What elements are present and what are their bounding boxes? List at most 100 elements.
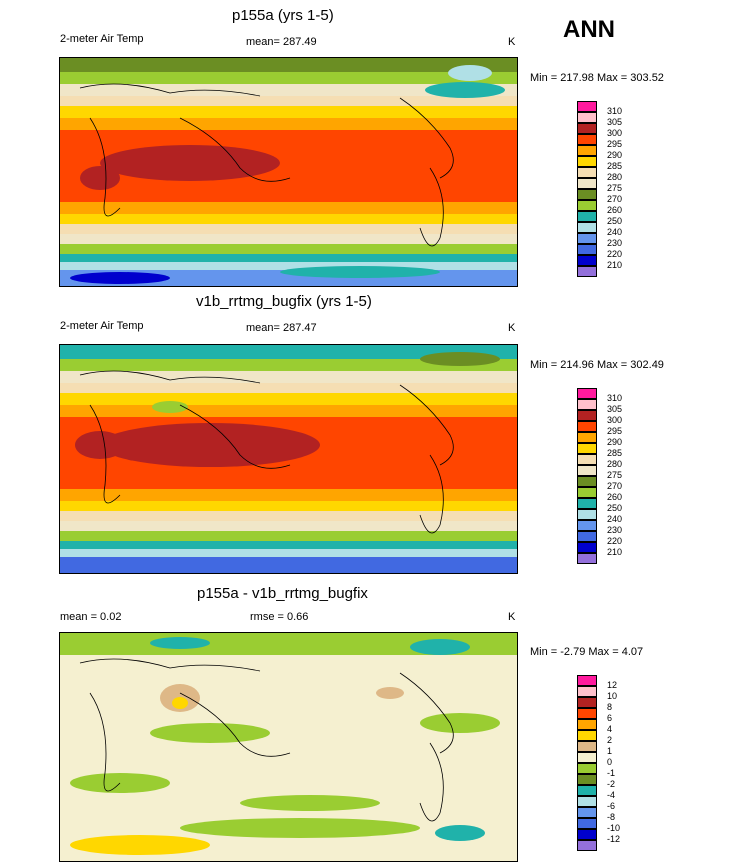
- panel1-minmax: Min = 217.98 Max = 303.52: [530, 72, 664, 84]
- colorbar-label: 295: [607, 139, 623, 149]
- colorbar-swatch: [577, 686, 597, 697]
- panel3-rmse: rmse = 0.66: [250, 611, 309, 623]
- colorbar-label: 6: [607, 713, 613, 723]
- colorbar-label: 0: [607, 757, 613, 767]
- colorbar-label: 210: [607, 547, 623, 557]
- colorbar-swatch: [577, 840, 597, 851]
- colorbar-label: 2: [607, 735, 613, 745]
- panel1-left-label: 2-meter Air Temp: [60, 33, 144, 45]
- colorbar-swatch: [577, 432, 597, 443]
- colorbar-swatch: [577, 244, 597, 255]
- colorbar-label: 275: [607, 470, 623, 480]
- colorbar-label: 270: [607, 194, 623, 204]
- panel2-units: K: [508, 322, 516, 334]
- colorbar-label: 210: [607, 260, 623, 270]
- colorbar-swatch: [577, 189, 597, 200]
- colorbar-swatch: [577, 796, 597, 807]
- colorbar-swatch: [577, 719, 597, 730]
- colorbar-swatch: [577, 222, 597, 233]
- colorbar-label: 260: [607, 492, 623, 502]
- colorbar-swatch: [577, 145, 597, 156]
- colorbar-swatch: [577, 752, 597, 763]
- panel3-mean: mean = 0.02: [60, 611, 122, 623]
- colorbar-swatch: [577, 785, 597, 796]
- colorbar-label: -2: [607, 779, 616, 789]
- colorbar-label: 10: [607, 691, 618, 701]
- colorbar-label: 250: [607, 216, 623, 226]
- colorbar-label: -10: [607, 823, 621, 833]
- panel3-title: p155a - v1b_rrtmg_bugfix: [197, 585, 368, 602]
- colorbar-swatch: [577, 498, 597, 509]
- colorbar-swatch: [577, 465, 597, 476]
- colorbar-swatch: [577, 476, 597, 487]
- colorbar-label: 280: [607, 459, 623, 469]
- colorbar-label: 295: [607, 426, 623, 436]
- colorbar-label: 220: [607, 536, 623, 546]
- colorbar-swatch: [577, 101, 597, 112]
- panel2-map: [59, 344, 518, 574]
- colorbar-swatch: [577, 388, 597, 399]
- colorbar-swatch: [577, 829, 597, 840]
- colorbar-swatch: [577, 774, 597, 785]
- colorbar-swatch: [577, 531, 597, 542]
- colorbar-label: 250: [607, 503, 623, 513]
- colorbar-swatch: [577, 520, 597, 531]
- colorbar-swatch: [577, 211, 597, 222]
- colorbar-swatch: [577, 708, 597, 719]
- colorbar-swatch: [577, 697, 597, 708]
- panel1-map: [59, 57, 518, 287]
- colorbar-swatch: [577, 399, 597, 410]
- colorbar-label: 230: [607, 238, 623, 248]
- colorbar-swatch: [577, 178, 597, 189]
- colorbar-label: 4: [607, 724, 613, 734]
- colorbar-swatch: [577, 266, 597, 277]
- colorbar-label: 285: [607, 161, 623, 171]
- colorbar-label: 1: [607, 746, 613, 756]
- colorbar-label: 230: [607, 525, 623, 535]
- colorbar-swatch: [577, 509, 597, 520]
- colorbar-swatch: [577, 763, 597, 774]
- colorbar-label: 290: [607, 150, 623, 160]
- colorbar-swatch: [577, 454, 597, 465]
- colorbar-label: 285: [607, 448, 623, 458]
- colorbar-swatch: [577, 167, 597, 178]
- colorbar-swatch: [577, 156, 597, 167]
- panel3-map: [59, 632, 518, 862]
- colorbar-swatch: [577, 233, 597, 244]
- colorbar-swatch: [577, 421, 597, 432]
- colorbar-label: 300: [607, 128, 623, 138]
- season-label: ANN: [563, 16, 615, 43]
- colorbar-swatch: [577, 807, 597, 818]
- colorbar-swatch: [577, 123, 597, 134]
- panel1-units: K: [508, 36, 516, 48]
- colorbar-label: 8: [607, 702, 613, 712]
- colorbar-swatch: [577, 200, 597, 211]
- panel3-minmax: Min = -2.79 Max = 4.07: [530, 646, 644, 658]
- colorbar-label: 305: [607, 404, 623, 414]
- colorbar-label: 12: [607, 680, 618, 690]
- colorbar-swatch: [577, 255, 597, 266]
- colorbar-swatch: [577, 443, 597, 454]
- colorbar-label: 275: [607, 183, 623, 193]
- panel2-title: v1b_rrtmg_bugfix (yrs 1-5): [196, 293, 372, 310]
- colorbar-label: -1: [607, 768, 616, 778]
- colorbar-swatch: [577, 410, 597, 421]
- panel1-title: p155a (yrs 1-5): [232, 7, 334, 24]
- colorbar-label: 260: [607, 205, 623, 215]
- colorbar-label: 310: [607, 393, 623, 403]
- colorbar-label: 300: [607, 415, 623, 425]
- panel2-left-label: 2-meter Air Temp: [60, 320, 144, 332]
- colorbar-label: 240: [607, 514, 623, 524]
- panel2-mean: mean= 287.47: [246, 322, 317, 334]
- panel3-units: K: [508, 611, 516, 623]
- colorbar-label: 280: [607, 172, 623, 182]
- colorbar-label: 240: [607, 227, 623, 237]
- colorbar-label: -6: [607, 801, 616, 811]
- colorbar-label: 310: [607, 106, 623, 116]
- colorbar-swatch: [577, 730, 597, 741]
- colorbar-swatch: [577, 675, 597, 686]
- colorbar-label: 305: [607, 117, 623, 127]
- colorbar-label: 290: [607, 437, 623, 447]
- colorbar-swatch: [577, 487, 597, 498]
- colorbar-label: 220: [607, 249, 623, 259]
